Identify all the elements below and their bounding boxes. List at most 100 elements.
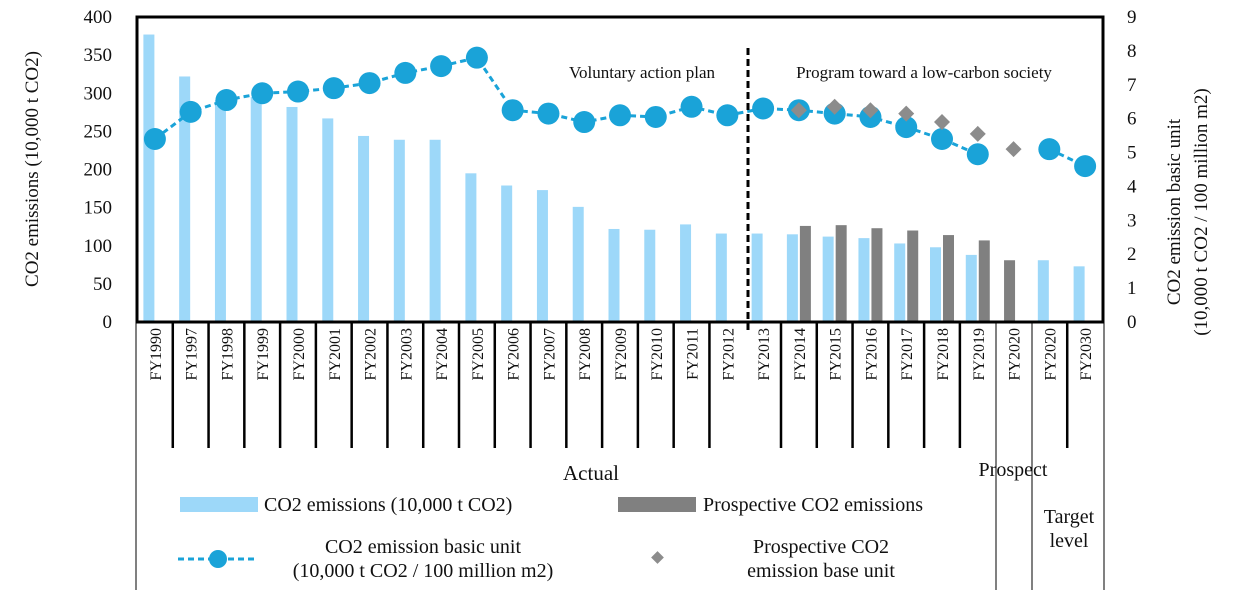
legend-marker-basic-unit	[209, 550, 227, 568]
bar-emissions-FY2014	[786, 234, 798, 322]
x-tick-label-FY2009: FY2009	[613, 328, 630, 380]
y-left-tick-400: 400	[84, 7, 113, 28]
y-right-tick-5: 5	[1127, 143, 1137, 164]
x-tick-label-FY2002: FY2002	[363, 328, 380, 380]
basic-unit-point-FY1990	[143, 128, 166, 150]
plot-frame	[135, 15, 1105, 324]
x-tick-label-FY2013: FY2013	[756, 328, 773, 380]
basic-unit-point-FY2013	[752, 97, 775, 120]
prospective-base-unit-point-FY2016	[862, 102, 879, 119]
basic-unit-point-FY2006	[501, 99, 524, 122]
legend-label-basic-unit-line1: CO2 emission basic unit	[325, 536, 522, 558]
basic-unit-point-FY2010	[644, 105, 667, 128]
x-tick-label-FY1997: FY1997	[184, 328, 201, 380]
prospective-base-unit-point-FY2018	[934, 114, 950, 131]
x-tick-label-FY2016: FY2016	[863, 328, 880, 380]
bar-emissions-FY1999	[250, 97, 262, 322]
group-label-target-line2: level	[1050, 530, 1089, 552]
x-tick-label-FY2007: FY2007	[541, 328, 558, 380]
basic-unit-point-FY2004	[430, 55, 453, 78]
right-axis-ticks: 0 1 2 3 4 5 6 7 8 9	[1127, 7, 1137, 333]
basic-unit-point-FY1998	[215, 89, 238, 112]
x-tick-label-FY2006: FY2006	[506, 328, 523, 380]
bar-emissions-FY2002	[358, 135, 370, 322]
x-tick-label-FY2014: FY2014	[792, 328, 809, 380]
y-left-tick-50: 50	[93, 274, 112, 295]
category-dividers	[171, 322, 1069, 448]
basic-unit-point-FY2001	[322, 77, 345, 100]
legend-label-emissions: CO2 emissions (10,000 t CO2)	[264, 494, 512, 516]
bars-layer	[143, 34, 1085, 322]
legend-swatch-emissions	[180, 497, 258, 512]
x-tick-label-FY2020: FY2020	[1007, 328, 1024, 380]
legend-label-basic-unit-line2: (10,000 t CO2 / 100 million m2)	[293, 560, 554, 582]
basic-unit-point-FY2012	[716, 104, 739, 127]
x-tick-label-FY2008: FY2008	[577, 328, 594, 380]
legend: CO2 emissions (10,000 t CO2) Prospective…	[178, 494, 923, 582]
x-tick-label-FY2019: FY2019	[971, 328, 988, 380]
y-right-tick-7: 7	[1127, 75, 1137, 96]
y-right-tick-6: 6	[1127, 109, 1137, 130]
x-tick-label-FY1990: FY1990	[148, 328, 165, 380]
bar-emissions-FY2007	[536, 190, 548, 322]
x-tick-label-FY2020: FY2020	[1042, 328, 1059, 380]
x-tick-label-FY2005: FY2005	[470, 328, 487, 380]
x-tick-label-FY2030: FY2030	[1078, 328, 1095, 380]
y-left-axis-title: CO2 emissions (10,000 t CO2)	[22, 51, 43, 287]
y-right-tick-8: 8	[1127, 41, 1137, 62]
prospective-base-unit-point-FY2017	[898, 105, 915, 122]
bar-emissions-FY2008	[572, 206, 584, 322]
legend-label-prospective-base-unit-line1: Prospective CO2	[753, 536, 889, 558]
bar-emissions-FY1997	[179, 76, 191, 322]
y-right-axis-title-line2: (10,000 t CO2 / 100 million m2)	[1191, 88, 1212, 336]
bar-emissions-FY2000	[286, 106, 298, 322]
y-right-tick-4: 4	[1127, 176, 1137, 197]
annotation-low-carbon-program: Program toward a low-carbon society	[796, 63, 1052, 82]
bar-emissions-FY2013	[751, 233, 763, 322]
bar-emissions-FY2015	[822, 236, 834, 322]
group-label-prospect: Prospect	[979, 459, 1048, 481]
y-left-tick-350: 350	[84, 45, 113, 66]
x-tick-label-FY2003: FY2003	[398, 328, 415, 380]
x-tick-label-FY2000: FY2000	[291, 328, 308, 380]
prospective-base-unit-point-FY2020	[1005, 141, 1022, 158]
x-tick-label-FY2018: FY2018	[935, 328, 952, 380]
bar-emissions-FY2005	[465, 173, 477, 322]
x-tick-label-FY2010: FY2010	[649, 328, 666, 380]
bar-emissions-FY2020	[1037, 260, 1049, 322]
prospective-base-unit-point-FY2019	[969, 125, 986, 142]
legend-label-prospective-base-unit-line2: emission base unit	[747, 560, 895, 582]
bar-emissions-FY1998	[214, 100, 226, 322]
x-tick-label-FY2004: FY2004	[434, 328, 451, 380]
x-tick-label-FY1998: FY1998	[219, 328, 236, 380]
basic-unit-point-FY1997	[179, 100, 202, 123]
bar-emissions-FY2009	[608, 228, 620, 322]
legend-marker-prospective-base-unit	[651, 551, 664, 564]
bar-emissions-FY2016	[858, 238, 870, 322]
prospective-base-unit-point-FY2015	[826, 98, 843, 115]
y-left-tick-0: 0	[103, 312, 113, 333]
x-tick-label-FY2012: FY2012	[720, 328, 737, 380]
bar-prospective-emissions-FY2014	[799, 225, 811, 322]
x-tick-label-FY1999: FY1999	[255, 328, 272, 380]
basic-unit-point-FY2017	[895, 116, 918, 139]
basic-unit-point-FY2002	[358, 72, 381, 95]
bar-emissions-FY2019	[965, 254, 977, 322]
bar-emissions-FY1990	[143, 34, 155, 322]
left-axis-ticks: 0 50 100 150 200 250 300 350 400	[84, 7, 113, 333]
y-right-tick-3: 3	[1127, 210, 1137, 231]
bar-emissions-FY2018	[930, 247, 941, 322]
bar-prospective-emissions-FY2018	[943, 235, 954, 322]
y-right-tick-0: 0	[1127, 312, 1137, 333]
basic-unit-point-FY2019	[966, 143, 989, 166]
basic-unit-point-FY1999	[251, 82, 274, 105]
y-left-tick-250: 250	[84, 121, 113, 142]
bar-prospective-emissions-FY2017	[907, 230, 919, 322]
basic-unit-point-FY2008	[573, 111, 596, 134]
bar-emissions-FY2001	[322, 118, 334, 322]
bar-emissions-FY2003	[393, 139, 405, 322]
basic-unit-point-FY2020	[1038, 138, 1061, 161]
bar-prospective-emissions-FY2019	[978, 240, 990, 322]
bar-prospective-emissions-FY2015	[835, 225, 847, 322]
